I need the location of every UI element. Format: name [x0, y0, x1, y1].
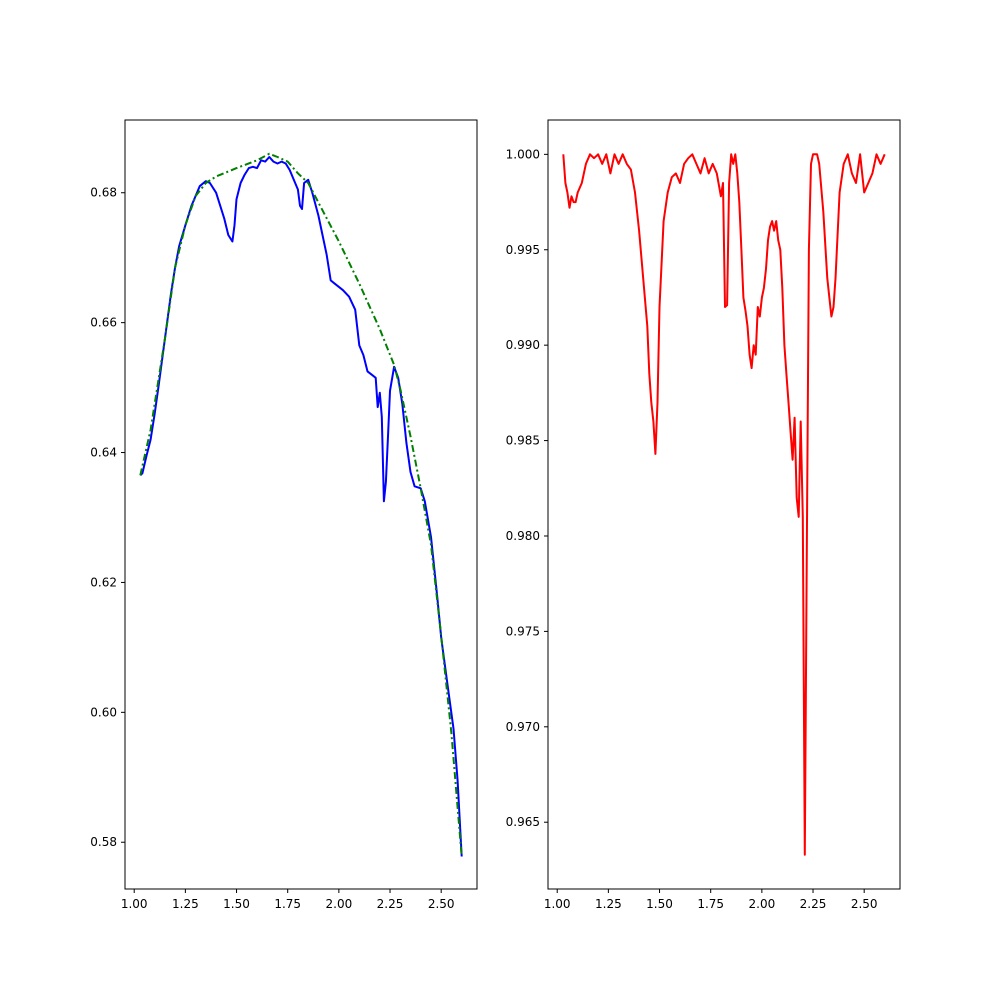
x-tick-label: 2.25	[800, 897, 827, 911]
series-line-1	[562, 153, 886, 856]
y-tick-label: 0.975	[506, 624, 540, 638]
x-tick-label: 1.25	[172, 897, 199, 911]
y-tick-label: 0.60	[90, 705, 117, 719]
y-tick-label: 0.985	[506, 434, 540, 448]
x-tick-label: 1.00	[121, 897, 148, 911]
x-tick-label: 1.75	[697, 897, 724, 911]
y-tick-label: 0.995	[506, 243, 540, 257]
series-line-1	[139, 156, 463, 857]
x-tick-label: 1.00	[544, 897, 571, 911]
y-tick-label: 0.970	[506, 720, 540, 734]
series-line-2	[139, 152, 463, 857]
y-tick-label: 0.62	[90, 575, 117, 589]
y-tick-label: 0.990	[506, 338, 540, 352]
x-tick-label: 2.00	[749, 897, 776, 911]
y-tick-label: 0.965	[506, 815, 540, 829]
x-tick-label: 1.50	[223, 897, 250, 911]
y-tick-label: 0.980	[506, 529, 540, 543]
y-tick-label: 0.66	[90, 316, 117, 330]
x-tick-label: 2.25	[377, 897, 404, 911]
x-tick-label: 2.50	[428, 897, 455, 911]
x-tick-label: 1.50	[646, 897, 673, 911]
axes-frame	[547, 119, 901, 890]
x-tick-label: 1.75	[274, 897, 301, 911]
left-chart: 1.00 1.25 1.50 1.75 2.00 2.25 2.50 0.58 0.60 0.62…	[90, 119, 478, 911]
y-tick-label: 0.64	[90, 446, 117, 460]
x-tick-label: 2.00	[326, 897, 353, 911]
x-tick-label: 1.25	[595, 897, 622, 911]
y-tick-label: 0.58	[90, 835, 117, 849]
y-tick-label: 0.68	[90, 186, 117, 200]
x-tick-label: 2.50	[851, 897, 878, 911]
right-chart: 1.00 1.25 1.50 1.75 2.00 2.25 2.50 0.965 0.970 0.…	[506, 119, 901, 911]
axes-frame	[124, 119, 478, 890]
y-tick-label: 1.000	[506, 147, 540, 161]
